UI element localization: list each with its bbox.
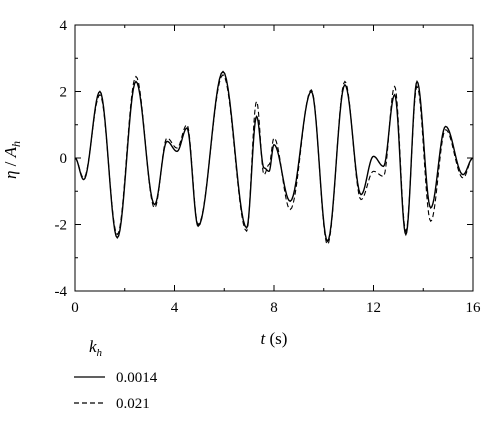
y-tick-label: -4: [55, 284, 68, 300]
x-tick-label: 16: [466, 300, 482, 316]
x-tick-label: 8: [270, 300, 278, 316]
x-axis-var: t: [261, 329, 267, 348]
x-tick-label: 0: [71, 300, 79, 316]
y-axis-sub: h: [9, 141, 23, 147]
series-layer: [74, 70, 474, 246]
y-axis-base: A: [1, 146, 20, 158]
x-axis-label: t (s): [261, 329, 288, 348]
y-tick-label: -2: [55, 218, 68, 234]
y-tick-label: 0: [60, 151, 68, 167]
legend-title-base: k: [89, 337, 97, 356]
legend-title: kh: [89, 337, 103, 359]
y-tick-label: 2: [60, 85, 68, 101]
legend-label-dashed: 0.021: [116, 396, 150, 412]
series-line-solid: [74, 70, 474, 243]
plot-frame: [74, 24, 474, 292]
y-axis-sep: /: [1, 157, 20, 170]
x-tick-label: 4: [171, 300, 179, 316]
y-axis-var: η: [1, 171, 20, 179]
x-tick-label: 12: [366, 300, 381, 316]
x-axis-unit: (s): [265, 329, 287, 348]
legend-title-sub: h: [97, 347, 103, 359]
legend: kh 0.0014 0.021: [74, 337, 158, 412]
series-line-dashed: [74, 74, 474, 246]
legend-label-solid: 0.0014: [116, 370, 158, 386]
y-axis-label: η / Ah: [1, 141, 23, 179]
y-tick-label: 4: [60, 18, 68, 34]
axis-ticks: 0 4 8 12 16 -4 -2 0 2 4: [55, 18, 482, 316]
